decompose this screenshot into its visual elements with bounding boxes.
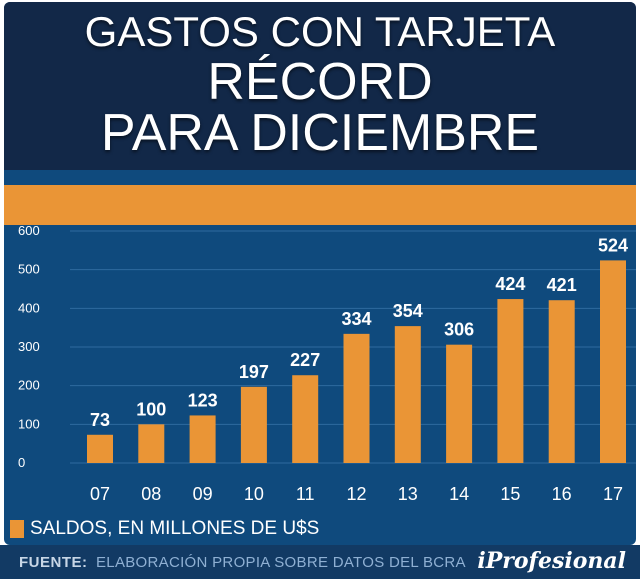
x-tick-label: 12 xyxy=(346,484,366,502)
bar xyxy=(600,260,626,463)
data-label: 354 xyxy=(393,301,423,321)
x-tick-label: 07 xyxy=(90,484,110,502)
x-tick-label: 08 xyxy=(141,484,161,502)
x-tick-label: 09 xyxy=(193,484,213,502)
bar xyxy=(497,299,524,463)
x-tick-label: 13 xyxy=(398,484,418,502)
x-tick-label: 15 xyxy=(500,484,520,502)
data-label: 123 xyxy=(188,390,218,410)
y-tick-label: 400 xyxy=(18,300,40,315)
y-tick-label: 100 xyxy=(18,416,40,431)
y-axis-ticks: 0 100 200 300 400 500 600 xyxy=(18,223,40,470)
x-tick-label: 14 xyxy=(449,484,469,502)
data-label: 100 xyxy=(136,399,166,419)
data-label: 334 xyxy=(341,309,371,329)
bar xyxy=(189,415,216,463)
bar xyxy=(138,424,165,463)
x-tick-label: 10 xyxy=(244,484,264,502)
bar xyxy=(343,333,370,463)
title-line-2: RÉCORD xyxy=(207,53,433,111)
legend-label: SALDOS, EN MILLONES DE U$S xyxy=(30,518,320,539)
y-tick-label: 600 xyxy=(18,223,40,238)
data-labels: 73 100 123 197 227 334 354 306 424 421 524 xyxy=(90,235,628,429)
y-tick-label: 500 xyxy=(18,262,40,277)
x-tick-label: 16 xyxy=(552,484,572,502)
bars xyxy=(87,260,626,463)
x-tick-label: 17 xyxy=(603,484,623,502)
bar xyxy=(548,300,575,463)
y-tick-label: 200 xyxy=(18,378,40,393)
brand-logo: iProfesional xyxy=(477,548,626,574)
bar xyxy=(394,326,421,463)
title-banner: GASTOS CON TARJETA RÉCORD PARA DICIEMBRE xyxy=(4,2,636,170)
chart-frame: GASTOS CON TARJETA RÉCORD PARA DICIEMBRE… xyxy=(4,2,636,545)
source-text: ELABORACIÓN PROPIA SOBRE DATOS DEL BCRA xyxy=(96,554,466,571)
y-tick-label: 300 xyxy=(18,339,40,354)
x-tick-label: 11 xyxy=(296,484,315,502)
bar xyxy=(446,344,473,463)
bar xyxy=(87,434,113,463)
source-label: FUENTE: xyxy=(19,554,88,571)
data-label: 197 xyxy=(239,362,269,382)
data-label: 306 xyxy=(444,320,474,340)
data-label: 421 xyxy=(547,275,577,295)
legend: SALDOS, EN MILLONES DE U$S xyxy=(10,517,319,541)
accent-band xyxy=(4,185,636,225)
data-label: 227 xyxy=(290,350,320,370)
bar xyxy=(240,386,267,463)
x-axis-labels: 07 08 09 10 11 12 13 14 15 16 17 xyxy=(90,484,623,502)
data-label: 73 xyxy=(90,410,110,430)
y-tick-label: 0 xyxy=(18,455,25,470)
title-line-1: GASTOS CON TARJETA xyxy=(84,8,556,55)
title-line-3: PARA DICIEMBRE xyxy=(100,104,540,162)
legend-swatch xyxy=(10,520,24,538)
data-label: 524 xyxy=(598,235,628,255)
bar-chart: 0 100 200 300 400 500 600 73 100 123 197 227 334 354… xyxy=(18,223,636,502)
bar xyxy=(292,375,319,463)
data-label: 424 xyxy=(495,274,525,294)
source-footer: FUENTE: ELABORACIÓN PROPIA SOBRE DATOS D… xyxy=(0,545,640,579)
